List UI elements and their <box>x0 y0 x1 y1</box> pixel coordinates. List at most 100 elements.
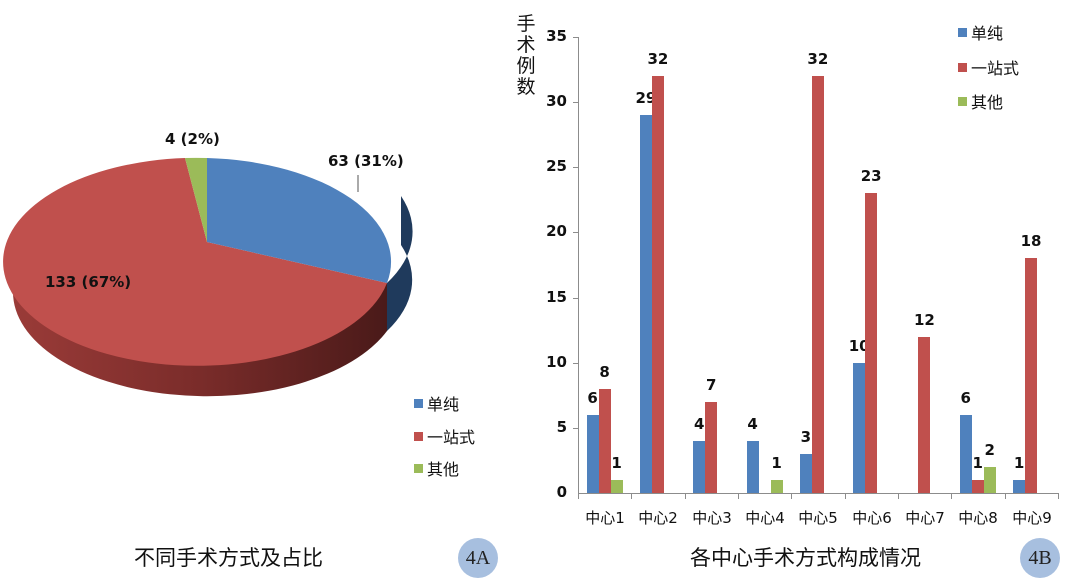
x-axis-line <box>578 493 1058 494</box>
x-tick-mark <box>1005 493 1006 499</box>
y-tick-mark <box>573 363 578 364</box>
pie-legend-item: 单纯 <box>414 391 459 415</box>
y-tick-label: 25 <box>546 157 567 175</box>
x-category-label: 中心9 <box>1012 509 1052 527</box>
pie-label-green: 4 (2%) <box>165 130 220 148</box>
legend-swatch-blue <box>958 27 967 37</box>
y-axis-title: 手 术 例 数 <box>515 14 537 98</box>
pie-3d-graphic <box>3 157 413 397</box>
bar-value-label: 6 <box>587 388 598 407</box>
x-tick-mark <box>898 493 899 499</box>
bar-onestop <box>811 76 824 493</box>
legend-label: 一站式 <box>427 428 476 447</box>
bar-value-label: 18 <box>1020 232 1042 251</box>
x-category-label: 中心5 <box>798 509 838 527</box>
x-category-label: 中心1 <box>585 509 625 527</box>
y-tick-label: 10 <box>546 353 567 371</box>
bar-value-label: 6 <box>960 388 971 407</box>
legend-swatch-green <box>958 96 967 106</box>
bar-value-label: 29 <box>635 89 657 108</box>
legend-label: 其他 <box>427 460 460 479</box>
y-tick-label: 30 <box>546 92 567 110</box>
y-tick-mark <box>573 167 578 168</box>
figure-badge-4b: 4B <box>1020 538 1060 578</box>
pie-side-blue <box>387 196 413 331</box>
bar-value-label: 10 <box>848 336 870 355</box>
x-tick-mark <box>631 493 632 499</box>
x-category-label: 中心6 <box>852 509 892 527</box>
pie-slice-blue <box>207 158 392 283</box>
legend-swatch-blue <box>414 398 423 408</box>
x-tick-mark <box>1058 493 1059 499</box>
x-tick-mark <box>845 493 846 499</box>
bar-value-label: 12 <box>914 310 935 329</box>
x-tick-mark <box>791 493 792 499</box>
bar-value-label: 23 <box>860 167 882 186</box>
pie-side-red <box>12 242 388 397</box>
legend-swatch-green <box>414 463 423 473</box>
bar-value-label: 2 <box>984 440 995 459</box>
bar-value-label: 32 <box>647 50 669 69</box>
bar-value-label: 32 <box>807 50 829 69</box>
bar-onestop <box>865 193 878 493</box>
bar-value-label: 8 <box>599 362 610 381</box>
y-axis-title-char: 手 <box>516 13 536 35</box>
y-axis-title-char: 数 <box>516 76 536 98</box>
y-tick-mark <box>573 298 578 299</box>
bar-simple <box>1013 479 1026 493</box>
legend-label: 单纯 <box>427 395 460 414</box>
bar-value-label: 1 <box>771 453 782 472</box>
x-tick-mark <box>738 493 739 499</box>
bar-legend-item: 其他 <box>958 89 1003 113</box>
y-tick-label: 0 <box>556 483 567 501</box>
bar-simple <box>959 414 972 493</box>
bar-onestop <box>971 479 984 493</box>
bar-legend-item: 一站式 <box>958 55 1019 79</box>
bar-value-label: 3 <box>800 427 812 446</box>
y-tick-mark <box>573 232 578 233</box>
bar-other <box>610 479 623 493</box>
bar-value-label: 4 <box>694 414 705 433</box>
bar-value-label: 7 <box>706 375 717 394</box>
pie-caption: 不同手术方式及占比 <box>134 546 323 570</box>
pie-label-red: 133 (67%) <box>45 273 132 291</box>
figure-badge-4a: 4A <box>458 538 498 578</box>
bar-simple <box>746 440 759 493</box>
bar-caption: 各中心手术方式构成情况 <box>690 546 921 570</box>
bar-onestop <box>651 76 664 493</box>
pie-legend-item: 其他 <box>414 456 459 480</box>
pie-legend-item: 一站式 <box>414 424 475 448</box>
bar-simple <box>853 362 866 493</box>
x-category-label: 中心8 <box>958 509 998 527</box>
bar-onestop <box>918 336 931 493</box>
bar-simple <box>799 453 812 493</box>
bar-value-label: 1 <box>972 453 983 472</box>
bar-onestop <box>598 388 611 493</box>
pie-label-blue: 63 (31%) <box>328 152 404 170</box>
bar-other <box>770 479 783 493</box>
legend-label: 一站式 <box>971 59 1020 78</box>
y-tick-mark <box>573 428 578 429</box>
y-tick-label: 35 <box>546 27 567 45</box>
y-axis-line <box>578 37 579 494</box>
x-category-label: 中心3 <box>692 509 732 527</box>
legend-label: 其他 <box>971 93 1004 112</box>
x-category-label: 中心7 <box>905 509 945 527</box>
x-category-label: 中心2 <box>638 509 678 527</box>
legend-swatch-red <box>414 431 423 441</box>
bar-onestop <box>1025 258 1038 493</box>
y-axis-title-char: 术 <box>516 34 536 56</box>
x-tick-mark <box>951 493 952 499</box>
bar-legend-item: 单纯 <box>958 20 1003 44</box>
y-tick-label: 15 <box>546 288 567 306</box>
x-tick-mark <box>578 493 579 499</box>
bar-value-label: 1 <box>1013 453 1025 472</box>
bar-simple <box>639 115 652 493</box>
y-tick-mark <box>573 102 578 103</box>
bar-simple <box>586 414 599 493</box>
y-tick-mark <box>573 37 578 38</box>
bar-other <box>983 466 996 493</box>
bar-onestop <box>705 401 718 493</box>
y-tick-label: 20 <box>546 222 567 240</box>
legend-label: 单纯 <box>971 24 1004 43</box>
